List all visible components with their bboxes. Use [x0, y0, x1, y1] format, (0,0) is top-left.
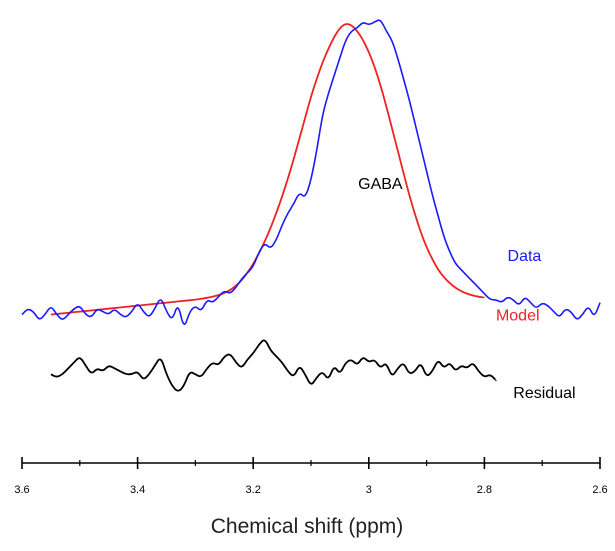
series-label-residual: Residual: [513, 385, 575, 402]
x-tick-label-3: 3: [366, 484, 372, 496]
x-axis: 3.6 3.4 3.2 3 2.8 2.6: [14, 457, 608, 496]
annotation-0: GABA: [358, 176, 403, 193]
x-tick-label-2: 3.2: [246, 484, 261, 496]
series-label-model: Model: [496, 308, 540, 325]
x-tick-label-5: 2.6: [592, 484, 607, 496]
x-axis-title: Chemical shift (ppm): [211, 515, 404, 538]
x-tick-label-4: 2.8: [477, 484, 492, 496]
x-tick-label-0: 3.6: [14, 484, 29, 496]
series-line-data: [21, 19, 601, 325]
series-line-residual: [50, 339, 497, 392]
series-layer: [21, 19, 601, 392]
labels-layer: Residual Model Data GABA: [358, 176, 575, 402]
x-tick-label-1: 3.4: [130, 484, 145, 496]
series-label-data: Data: [508, 248, 542, 265]
series-line-model: [50, 23, 486, 316]
